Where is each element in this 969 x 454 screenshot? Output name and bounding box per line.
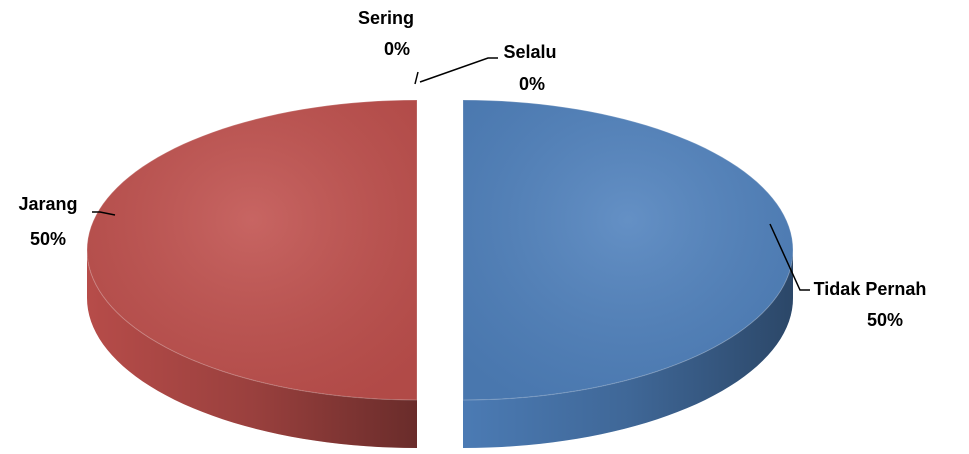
data-label-name: Selalu xyxy=(503,42,556,62)
labels: Tidak Pernah 50% Jarang 50% Sering 0% Selalu 0% xyxy=(18,8,926,330)
data-label-value: 0% xyxy=(519,74,545,94)
data-label-value: 50% xyxy=(30,229,66,249)
slice xyxy=(86,99,418,448)
leader-line xyxy=(414,71,419,85)
slice-side-shade xyxy=(87,250,417,448)
leader-line xyxy=(92,211,116,216)
data-label-value: 50% xyxy=(867,310,903,330)
data-label-value: 0% xyxy=(384,39,410,59)
slice-side-shade xyxy=(463,250,793,448)
slice xyxy=(462,99,794,448)
pie xyxy=(86,89,794,448)
leader-line xyxy=(419,57,498,83)
leader-line xyxy=(769,223,810,291)
slice-top-glow xyxy=(463,100,793,400)
data-label-name: Jarang xyxy=(18,194,77,214)
data-label-name: Sering xyxy=(358,8,414,28)
data-label-name: Tidak Pernah xyxy=(814,279,927,299)
slice-top-glow xyxy=(87,100,417,400)
